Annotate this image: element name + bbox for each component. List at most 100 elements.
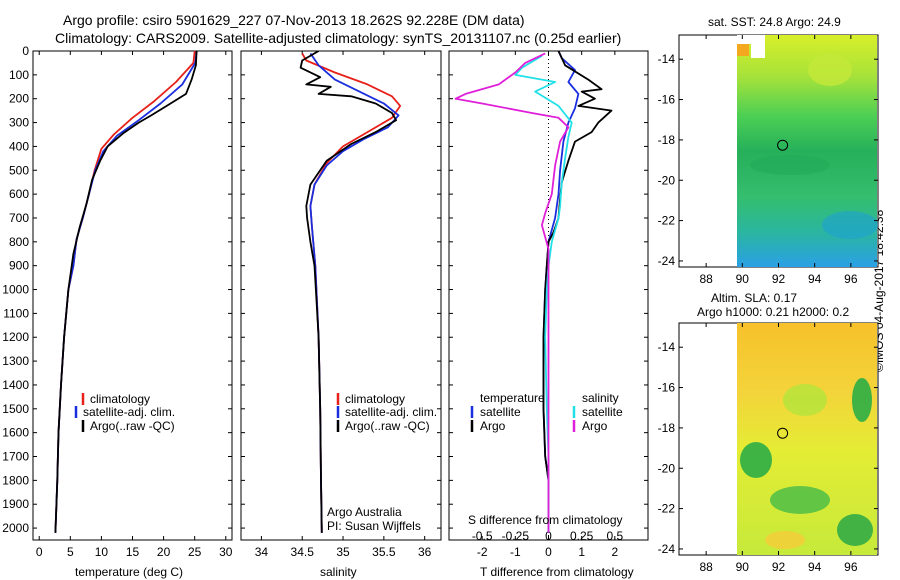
sst-missing-patch bbox=[751, 44, 765, 58]
y-tick-label: 1400 bbox=[2, 378, 29, 392]
map-y-tick-label: -16 bbox=[658, 381, 676, 395]
temperature-x-axis: 0 5 10 15 20 25 30 bbox=[36, 51, 233, 559]
figure-title-line2: Climatology: CARS2009. Satellite-adjuste… bbox=[55, 30, 622, 46]
series-line-s-satellite bbox=[514, 55, 573, 533]
map-y-tick-label: -24 bbox=[658, 542, 676, 556]
map-y-tick-label: -16 bbox=[658, 93, 676, 107]
sst-cool-blob bbox=[822, 211, 878, 239]
y-tick-label: 1500 bbox=[2, 402, 29, 416]
difference-panel: -2 -1 0 1 2 -0.5 -0.25 0 0.25 0.5 S difference f… bbox=[448, 50, 649, 579]
sla-map-panel: Altim. SLA: 0.17 Argo h1000: 0.21 h2000:… bbox=[658, 291, 879, 574]
x-tick-label: 35.5 bbox=[372, 545, 396, 559]
legend-t-argo-label: Argo bbox=[480, 419, 506, 433]
difference-series bbox=[454, 51, 613, 533]
legend-t-sat-label: satellite bbox=[480, 405, 521, 419]
x-tick-label: 30 bbox=[219, 545, 233, 559]
y-tick-label: 1900 bbox=[2, 497, 29, 511]
y-tick-label: 100 bbox=[9, 68, 29, 82]
x-tick-label: 35 bbox=[336, 545, 350, 559]
difference-legend: temperature satellite Argo salinity sate… bbox=[470, 391, 623, 433]
map-y-tick-label: -24 bbox=[658, 254, 676, 268]
y-tick-label: 0 bbox=[22, 44, 29, 58]
s-tick-label: 0.25 bbox=[570, 529, 594, 543]
temperature-panel: 0100200300400500600700800900100011001200… bbox=[2, 44, 232, 579]
x-tick-label: 2 bbox=[611, 545, 618, 559]
map-x-tick-label: 94 bbox=[808, 272, 822, 286]
sst-missing-patch bbox=[737, 35, 765, 44]
x-tick-label: -2 bbox=[477, 545, 488, 559]
difference-s-axis-labels: -0.5 -0.25 0 0.25 0.5 bbox=[472, 529, 624, 543]
map-y-tick-label: -20 bbox=[658, 173, 676, 187]
map-y-tick-label: -22 bbox=[658, 502, 676, 516]
map-y-tick-label: -18 bbox=[658, 133, 676, 147]
difference-x-axis: -2 -1 0 1 2 bbox=[477, 51, 618, 559]
sla-low-blob bbox=[770, 486, 830, 514]
sst-map-title: sat. SST: 24.8 Argo: 24.9 bbox=[708, 15, 841, 29]
sst-map-axes: 88 90 92 94 96 -14 -16 -18 -20 -22 -24 bbox=[658, 35, 878, 286]
salinity-series bbox=[299, 51, 402, 533]
series-line-argo-raw-qc- bbox=[299, 51, 398, 533]
s-tick-label: -0.5 bbox=[472, 529, 493, 543]
annotation-pi-name: PI: Susan Wijffels bbox=[327, 519, 421, 533]
temperature-legend: climatology satellite-adj. clim. Argo(..… bbox=[74, 392, 175, 433]
map-x-tick-label: 96 bbox=[844, 560, 858, 574]
sla-map-title-line1: Altim. SLA: 0.17 bbox=[711, 291, 797, 305]
y-tick-label: 900 bbox=[9, 259, 29, 273]
sla-map-axes: 88 90 92 94 96 -14 -16 -18 -20 -22 -24 bbox=[658, 323, 878, 574]
s-tick-label: 0.5 bbox=[606, 529, 623, 543]
sla-map-title-line2: Argo h1000: 0.21 h2000: 0.2 bbox=[697, 305, 849, 319]
sla-low-blob bbox=[837, 514, 873, 546]
temperature-xlabel: temperature (deg C) bbox=[75, 565, 183, 579]
salinity-legend: climatology satellite-adj. clim. Argo(..… bbox=[336, 392, 437, 433]
y-tick-label: 200 bbox=[9, 92, 29, 106]
temperature-series bbox=[54, 51, 198, 533]
t-difference-xlabel: T difference from climatology bbox=[480, 565, 634, 579]
map-x-tick-label: 92 bbox=[772, 272, 786, 286]
x-tick-label: 34 bbox=[255, 545, 269, 559]
salinity-panel: 34 34.5 35 35.5 36 salinity climatology sate… bbox=[240, 50, 442, 579]
legend-sat-label: satellite-adj. clim. bbox=[345, 405, 437, 419]
y-tick-label: 2000 bbox=[2, 521, 29, 535]
map-y-tick-label: -22 bbox=[658, 214, 676, 228]
legend-salinity-title: salinity bbox=[582, 391, 619, 405]
y-tick-label: 1600 bbox=[2, 426, 29, 440]
x-tick-label: 5 bbox=[67, 545, 74, 559]
sla-low-blob bbox=[740, 442, 772, 478]
temperature-y-axis: 0 100 200 300 400 500 600 700 800 900 1000 1100 1200… bbox=[2, 44, 232, 535]
s-tick-label: -0.25 bbox=[502, 529, 530, 543]
legend-s-argo-label: Argo bbox=[582, 419, 608, 433]
sst-warm-patch bbox=[737, 44, 749, 56]
annotation-argo-australia: Argo Australia bbox=[327, 505, 402, 519]
y-tick-label: 600 bbox=[9, 187, 29, 201]
legend-clim-label: climatology bbox=[90, 392, 150, 406]
y-tick-label: 800 bbox=[9, 235, 29, 249]
sla-blob bbox=[783, 384, 827, 416]
sla-low-blob bbox=[852, 378, 872, 422]
map-x-tick-label: 88 bbox=[699, 272, 713, 286]
series-line-argo-raw-qc- bbox=[54, 51, 198, 533]
salinity-axes-frame bbox=[240, 50, 442, 541]
y-tick-label: 1700 bbox=[2, 450, 29, 464]
legend-argo-label: Argo(..raw -QC) bbox=[90, 419, 175, 433]
map-y-tick-label: -14 bbox=[658, 52, 676, 66]
map-x-tick-label: 88 bbox=[699, 560, 713, 574]
y-tick-label: 1800 bbox=[2, 473, 29, 487]
sst-band bbox=[750, 155, 830, 175]
x-tick-label: 10 bbox=[95, 545, 109, 559]
y-tick-label: 700 bbox=[9, 211, 29, 225]
x-tick-label: 20 bbox=[157, 545, 171, 559]
x-tick-label: 0 bbox=[36, 545, 43, 559]
argo-float-marker bbox=[777, 139, 789, 151]
x-tick-label: 34.5 bbox=[291, 545, 315, 559]
map-y-tick-label: -20 bbox=[658, 461, 676, 475]
salinity-xlabel: salinity bbox=[320, 565, 357, 579]
x-tick-label: 1 bbox=[578, 545, 585, 559]
sst-map-panel: sat. SST: 24.8 Argo: 24.9 88 90 92 94 96 -14 -… bbox=[658, 15, 879, 286]
figure-title-line1: Argo profile: csiro 5901629_227 07-Nov-2… bbox=[63, 12, 525, 28]
sla-high-blob bbox=[765, 531, 805, 549]
y-tick-label: 400 bbox=[9, 139, 29, 153]
y-tick-label: 1000 bbox=[2, 283, 29, 297]
legend-temperature-title: temperature bbox=[480, 391, 545, 405]
x-tick-label: 15 bbox=[126, 545, 140, 559]
